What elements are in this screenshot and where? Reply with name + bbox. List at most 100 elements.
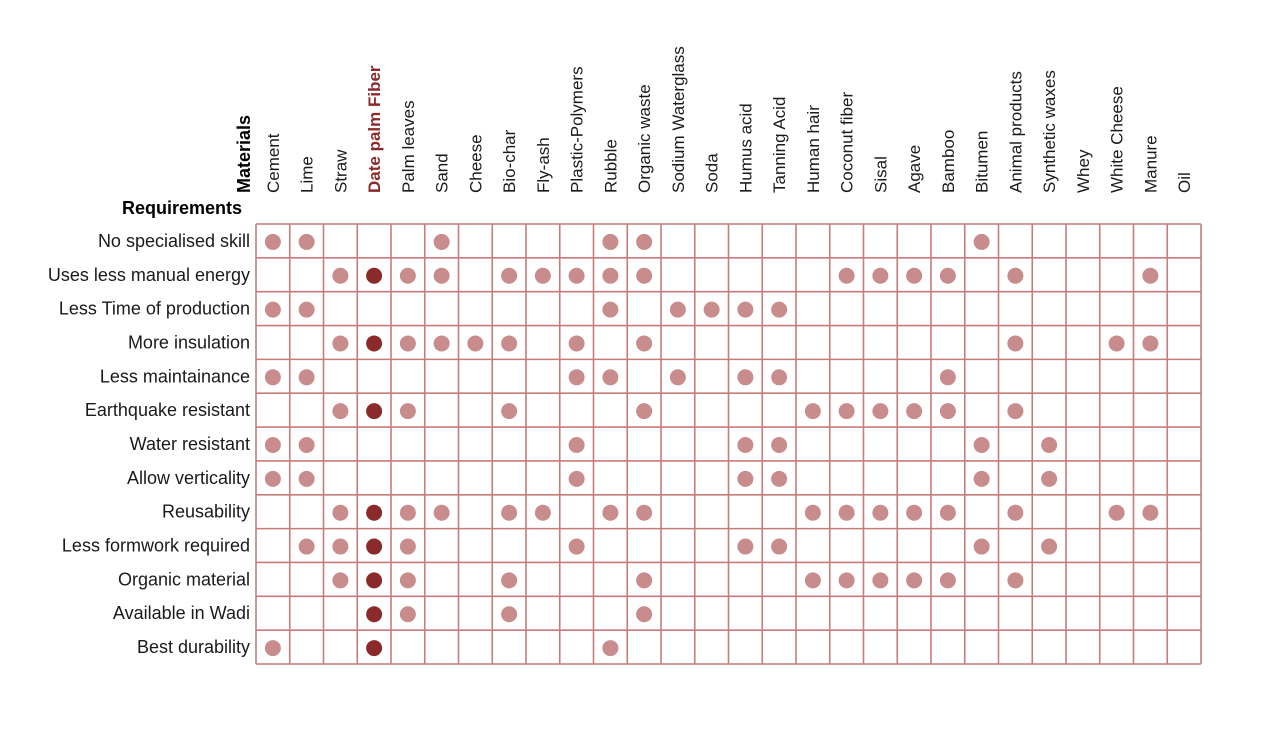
dot-mark: [298, 369, 315, 386]
requirement-label: Water resistant: [130, 434, 250, 454]
requirements-header: Requirements: [122, 198, 242, 218]
dot-mark: [602, 267, 619, 284]
material-label: Tanning Acid: [770, 97, 789, 193]
dot-mark: [501, 504, 518, 521]
dot-mark: [501, 572, 518, 589]
dot-mark: [366, 538, 383, 555]
dot-mark: [602, 233, 619, 250]
dot-mark: [568, 369, 585, 386]
dot-mark: [568, 470, 585, 487]
dot-mark: [298, 470, 315, 487]
dot-mark: [264, 369, 281, 386]
dot-mark: [534, 504, 551, 521]
dot-mark: [399, 504, 416, 521]
dot-mark: [1041, 538, 1058, 555]
dot-mark: [399, 538, 416, 555]
dot-mark: [399, 403, 416, 420]
dot-mark: [838, 504, 855, 521]
dot-mark: [771, 369, 788, 386]
material-label: Cheese: [466, 134, 485, 193]
dot-mark: [568, 335, 585, 352]
material-label: Human hair: [804, 105, 823, 193]
requirement-label: Organic material: [118, 569, 250, 589]
requirement-label: Available in Wadi: [113, 603, 250, 623]
dot-mark: [366, 572, 383, 589]
dot-mark: [939, 267, 956, 284]
material-label: Sodium Waterglass: [669, 46, 688, 193]
dot-mark: [366, 640, 383, 657]
dot-mark: [636, 572, 653, 589]
material-label: Soda: [703, 153, 722, 193]
dot-mark: [771, 301, 788, 318]
dot-mark: [534, 267, 551, 284]
material-label: Fly-ash: [534, 137, 553, 193]
dot-mark: [366, 504, 383, 521]
dot-mark: [332, 572, 349, 589]
dot-mark: [1007, 403, 1024, 420]
dot-mark: [433, 267, 450, 284]
dot-mark: [366, 606, 383, 623]
dot-mark: [501, 606, 518, 623]
dot-mark: [399, 606, 416, 623]
dot-mark: [298, 301, 315, 318]
dot-mark: [332, 403, 349, 420]
material-label: Humus acid: [736, 103, 755, 193]
material-label: Cement: [264, 133, 283, 193]
dot-mark: [399, 572, 416, 589]
dot-mark: [906, 504, 923, 521]
material-label: Lime: [298, 156, 317, 193]
dot-mark: [568, 538, 585, 555]
dot-mark: [433, 335, 450, 352]
dot-mark: [602, 369, 619, 386]
dot-mark: [433, 233, 450, 250]
dot-mark: [771, 538, 788, 555]
material-label: Plastic-Polymers: [568, 66, 587, 193]
dot-mark: [399, 267, 416, 284]
dot-mark: [737, 538, 754, 555]
requirement-label: Allow verticality: [127, 468, 250, 488]
dot-mark: [602, 504, 619, 521]
material-label: Date palm Fiber: [365, 65, 384, 193]
dot-mark: [1007, 335, 1024, 352]
matrix-dots: [264, 233, 1159, 657]
material-label: Agave: [905, 145, 924, 193]
material-label: White Cheese: [1108, 86, 1127, 193]
dot-mark: [264, 640, 281, 657]
dot-mark: [872, 403, 889, 420]
dot-mark: [332, 504, 349, 521]
dot-mark: [636, 233, 653, 250]
dot-mark: [1041, 437, 1058, 453]
dot-mark: [804, 403, 821, 420]
dot-mark: [973, 538, 990, 555]
dot-mark: [1007, 572, 1024, 589]
dot-mark: [264, 437, 281, 453]
dot-mark: [737, 437, 754, 453]
dot-mark: [366, 267, 383, 284]
dot-mark: [1007, 504, 1024, 521]
requirement-label: More insulation: [128, 332, 250, 352]
material-label: Synthetic waxes: [1040, 70, 1059, 193]
dot-mark: [906, 403, 923, 420]
dot-mark: [1142, 267, 1159, 284]
dot-mark: [298, 233, 315, 250]
material-label: Sand: [433, 153, 452, 193]
dot-mark: [636, 403, 653, 420]
dot-mark: [737, 470, 754, 487]
dot-mark: [973, 437, 990, 453]
dot-mark: [568, 267, 585, 284]
dot-mark: [298, 538, 315, 555]
dot-mark: [433, 504, 450, 521]
dot-mark: [1142, 504, 1159, 521]
dot-mark: [366, 335, 383, 352]
material-label: Palm leaves: [399, 100, 418, 193]
material-label: Straw: [331, 149, 350, 193]
dot-mark: [1108, 335, 1125, 352]
dot-mark: [332, 538, 349, 555]
dot-mark: [838, 403, 855, 420]
requirement-label: Earthquake resistant: [85, 400, 250, 420]
dot-mark: [1108, 504, 1125, 521]
dot-mark: [872, 572, 889, 589]
material-label: Organic waste: [635, 84, 654, 193]
requirement-labels: No specialised skill Uses less manual ene…: [48, 231, 250, 657]
dot-mark: [838, 267, 855, 284]
